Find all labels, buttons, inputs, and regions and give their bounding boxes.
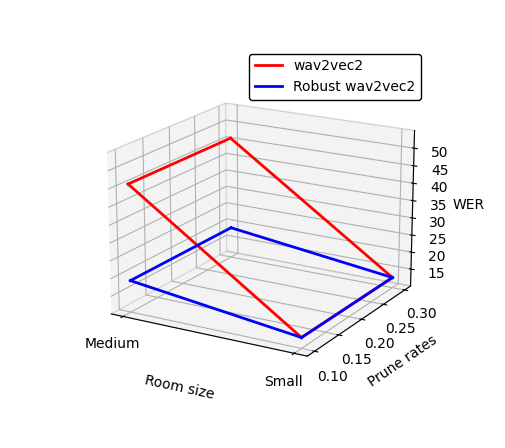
X-axis label: Room size: Room size (143, 374, 215, 402)
Legend: wav2vec2, Robust wav2vec2: wav2vec2, Robust wav2vec2 (248, 54, 421, 100)
Y-axis label: Prune rates: Prune rates (366, 333, 439, 389)
